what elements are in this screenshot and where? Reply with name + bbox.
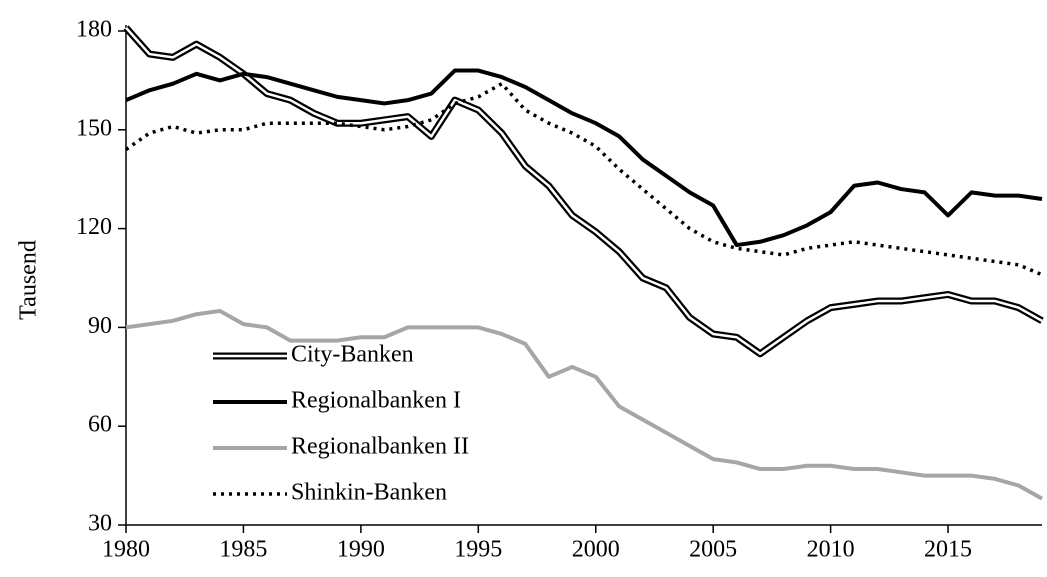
y-tick-label: 90 <box>88 313 112 339</box>
x-tick-label: 1990 <box>337 537 385 563</box>
y-tick-label: 60 <box>88 412 112 438</box>
legend-label: Shinkin-Banken <box>291 480 447 506</box>
y-tick-label: 180 <box>76 17 112 43</box>
x-tick-label: 1995 <box>454 537 502 563</box>
legend-label: Regionalbanken II <box>291 434 469 460</box>
y-tick-label: 150 <box>76 115 112 141</box>
x-tick-label: 2000 <box>572 537 620 563</box>
y-tick-label: 30 <box>88 511 112 537</box>
line <box>125 68 1043 248</box>
line <box>124 81 1043 277</box>
x-tick-label: 2005 <box>689 537 737 563</box>
legend-label: Regionalbanken I <box>291 388 461 414</box>
y-tick-label: 120 <box>76 214 112 240</box>
x-tick-label: 2010 <box>807 537 855 563</box>
line-inner <box>125 26 1043 355</box>
x-tick-label: 1985 <box>219 537 267 563</box>
line <box>125 308 1043 501</box>
x-tick-label: 2015 <box>924 537 972 563</box>
x-tick-label: 1980 <box>102 537 150 563</box>
legend-label: City-Banken <box>291 342 414 368</box>
y-axis-label: Tausend <box>16 240 42 320</box>
